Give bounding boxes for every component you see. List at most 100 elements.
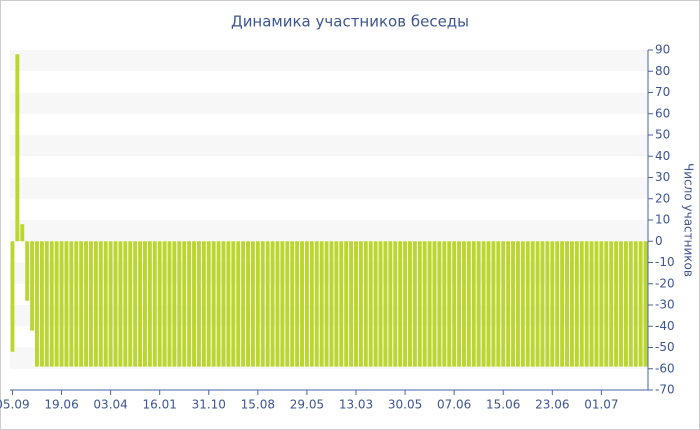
grid-band (10, 177, 648, 199)
bar (138, 241, 143, 367)
bar (275, 241, 280, 367)
bar (550, 241, 555, 367)
bar (93, 241, 98, 367)
bar (565, 241, 569, 367)
bar (339, 241, 344, 367)
bar (54, 241, 59, 367)
bar (157, 241, 162, 367)
bar (619, 241, 623, 367)
bar (216, 241, 221, 367)
bar (403, 241, 408, 367)
bar (604, 241, 609, 367)
bar (452, 241, 457, 367)
grid-band (10, 220, 648, 242)
bar (177, 241, 182, 367)
bar (560, 241, 565, 367)
x-tick-label: 29.05 (290, 398, 324, 412)
bar (25, 241, 30, 301)
bar (471, 241, 476, 367)
bar (447, 241, 452, 367)
bar (594, 241, 599, 367)
bar (196, 241, 201, 367)
bar (530, 241, 535, 367)
bar (417, 241, 422, 367)
bar (147, 241, 152, 367)
y-tick-label: 20 (655, 191, 670, 205)
y-tick-label: -50 (655, 340, 675, 354)
bar (422, 241, 427, 367)
bar (30, 241, 35, 331)
bar (427, 241, 432, 367)
bar (265, 241, 270, 367)
bar (172, 241, 177, 367)
x-tick-label: 31.10 (192, 398, 226, 412)
x-tick-label: 19.06 (44, 398, 78, 412)
bar (39, 241, 44, 367)
bar (466, 241, 471, 367)
x-tick-label: 13.03 (339, 398, 373, 412)
bar (59, 241, 64, 367)
bar (152, 241, 157, 367)
bar (246, 241, 250, 367)
bar (599, 241, 604, 367)
bar (545, 241, 550, 367)
bar (398, 241, 403, 367)
bar (643, 241, 648, 367)
bar (98, 241, 103, 367)
bar (358, 241, 363, 367)
bar (623, 241, 628, 367)
bar (457, 241, 462, 367)
bar (255, 241, 260, 367)
bar (319, 241, 324, 367)
bar (486, 241, 491, 367)
bar (103, 241, 108, 367)
bar (118, 241, 123, 367)
x-tick-label: 15.06 (486, 398, 520, 412)
x-tick-label: 03.04 (93, 398, 127, 412)
bar (609, 241, 614, 367)
bar (49, 241, 54, 367)
bar (142, 241, 147, 367)
y-tick-label: -40 (655, 319, 675, 333)
bar (285, 241, 290, 367)
bar (501, 241, 506, 367)
x-tick-label: 05.09 (0, 398, 30, 412)
bar (304, 241, 309, 367)
y-tick-label: 70 (655, 85, 670, 99)
bar (614, 241, 619, 367)
bar (496, 241, 501, 367)
bar (584, 241, 589, 367)
grid-band (10, 135, 648, 157)
bar (476, 241, 481, 367)
y-tick-label: -70 (655, 383, 675, 397)
x-tick-label: 07.06 (437, 398, 471, 412)
bar (182, 241, 187, 367)
bar (388, 241, 393, 367)
bar (211, 241, 216, 367)
bar (20, 224, 25, 242)
bar (201, 241, 206, 367)
bar (344, 241, 349, 367)
bar (368, 241, 373, 367)
bar (461, 241, 466, 367)
x-tick-label: 01.07 (584, 398, 618, 412)
y-tick-label: -20 (655, 276, 675, 290)
bar (206, 241, 211, 367)
bar (128, 241, 133, 367)
x-tick-label: 23.06 (535, 398, 569, 412)
bar (373, 241, 378, 367)
bar (280, 241, 285, 367)
bar (408, 241, 412, 367)
y-tick-label: 10 (655, 213, 670, 227)
bar (295, 241, 300, 367)
bar (525, 241, 530, 367)
bar (236, 241, 241, 367)
y-tick-label: 80 (655, 64, 670, 78)
bar (89, 241, 93, 367)
x-tick-label: 15.08 (241, 398, 275, 412)
bar (300, 241, 304, 367)
bar (226, 241, 231, 367)
bar (329, 241, 334, 367)
bar (108, 241, 113, 367)
